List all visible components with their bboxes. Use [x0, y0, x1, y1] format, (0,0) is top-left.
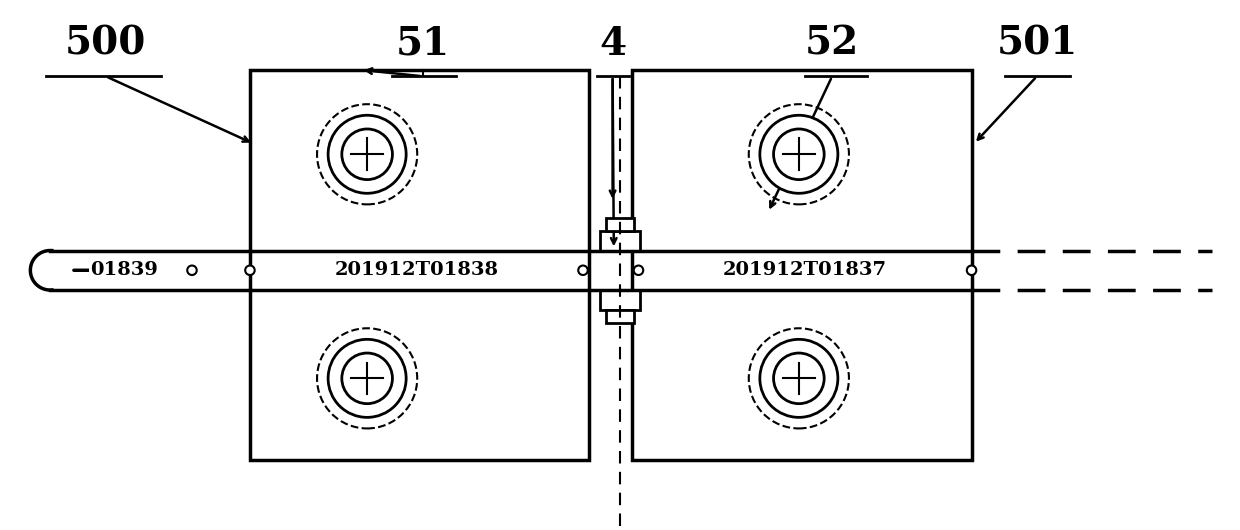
Bar	[606, 310, 634, 323]
Circle shape	[246, 266, 254, 275]
Circle shape	[760, 115, 838, 193]
Circle shape	[760, 339, 838, 417]
Text: 201912T01837: 201912T01837	[723, 261, 887, 279]
Circle shape	[578, 266, 588, 275]
Circle shape	[317, 104, 417, 205]
Text: 500: 500	[64, 24, 146, 63]
Text: 01839: 01839	[91, 261, 157, 279]
Bar	[600, 231, 640, 251]
Bar	[250, 70, 589, 460]
Bar	[606, 217, 634, 231]
Text: 4: 4	[599, 24, 626, 63]
Text: 501: 501	[996, 24, 1078, 63]
Circle shape	[317, 328, 417, 428]
Text: 201912T01838: 201912T01838	[335, 261, 498, 279]
Text: 51: 51	[396, 24, 450, 63]
Circle shape	[774, 353, 825, 404]
Text: 52: 52	[805, 24, 859, 63]
Circle shape	[749, 104, 849, 205]
Bar	[632, 70, 972, 460]
Bar	[600, 290, 640, 310]
Circle shape	[342, 353, 392, 404]
Circle shape	[634, 266, 644, 275]
Circle shape	[967, 266, 976, 275]
Circle shape	[187, 266, 197, 275]
Circle shape	[329, 115, 407, 193]
Circle shape	[749, 328, 849, 428]
Circle shape	[774, 129, 825, 180]
Circle shape	[329, 339, 407, 417]
Circle shape	[342, 129, 392, 180]
